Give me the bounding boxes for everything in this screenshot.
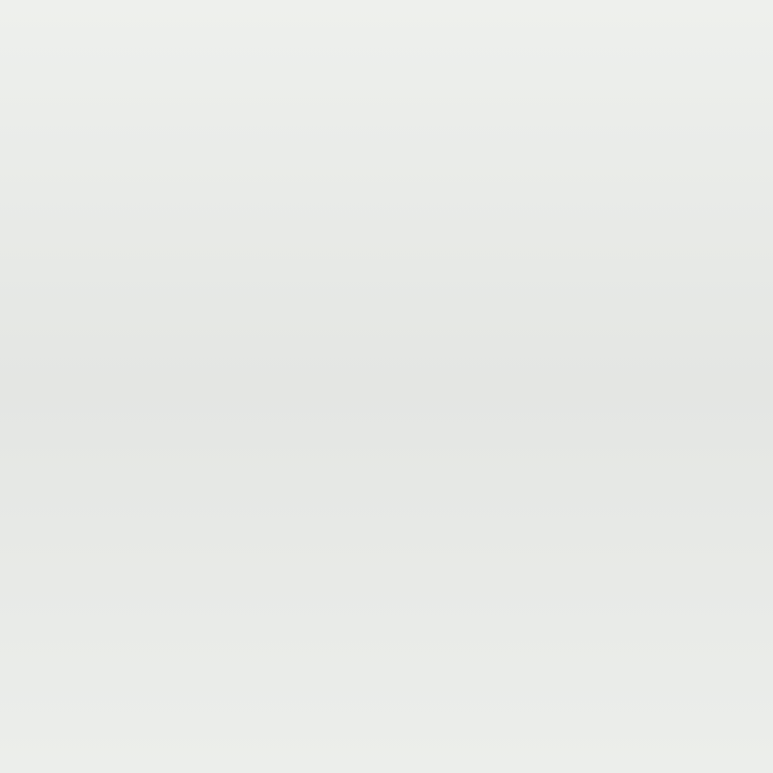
scene (0, 0, 773, 773)
background (0, 0, 773, 773)
